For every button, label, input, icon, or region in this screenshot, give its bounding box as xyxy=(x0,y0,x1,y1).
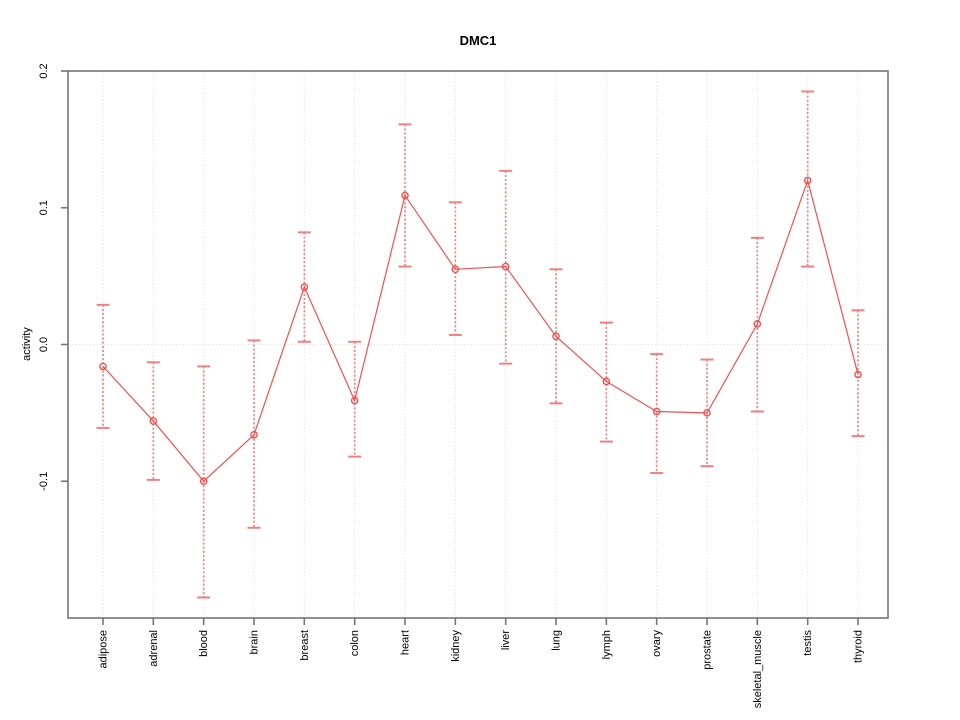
x-tick-label: lung xyxy=(551,630,563,651)
data-point xyxy=(652,407,661,416)
x-tick-label: blood xyxy=(198,630,210,657)
y-tick-label: 0.0 xyxy=(38,337,50,352)
x-tick-label: ovary xyxy=(651,630,663,657)
x-tick-label: thyroid xyxy=(853,630,865,663)
data-point xyxy=(199,477,208,486)
x-tick-label: skeletal_muscle xyxy=(752,630,764,708)
x-tick-label: prostate xyxy=(702,630,714,670)
data-point xyxy=(602,377,611,386)
y-tick-label: 0.2 xyxy=(38,63,50,78)
series-line xyxy=(102,178,859,483)
x-tick-label: brain xyxy=(249,630,261,654)
data-point xyxy=(451,265,460,274)
x-tick-label: testis xyxy=(802,630,814,656)
x-tick-label: breast xyxy=(299,630,311,661)
y-tick-label: 0.1 xyxy=(38,200,50,215)
data-point xyxy=(250,430,258,439)
chart-title: DMC1 xyxy=(459,33,497,48)
data-point xyxy=(300,283,309,291)
data-point xyxy=(350,396,359,405)
x-tick-label: lymph xyxy=(601,630,613,659)
x-tick-label: liver xyxy=(500,630,512,651)
x-tick-label: adrenal xyxy=(148,630,160,667)
x-tick-label: kidney xyxy=(450,630,462,662)
x-tick-label: colon xyxy=(349,630,361,656)
data-point xyxy=(149,417,158,425)
data-point xyxy=(552,332,560,341)
data-point xyxy=(753,320,762,328)
data-point xyxy=(401,191,409,200)
data-point xyxy=(854,370,862,379)
x-tick-label: adipose xyxy=(98,630,110,669)
x-tick-label: heart xyxy=(400,630,412,655)
data-point xyxy=(703,409,711,417)
data-point xyxy=(99,362,107,371)
data-point xyxy=(803,176,812,185)
data-point xyxy=(501,262,510,271)
y-tick-label: -0.1 xyxy=(38,472,50,491)
